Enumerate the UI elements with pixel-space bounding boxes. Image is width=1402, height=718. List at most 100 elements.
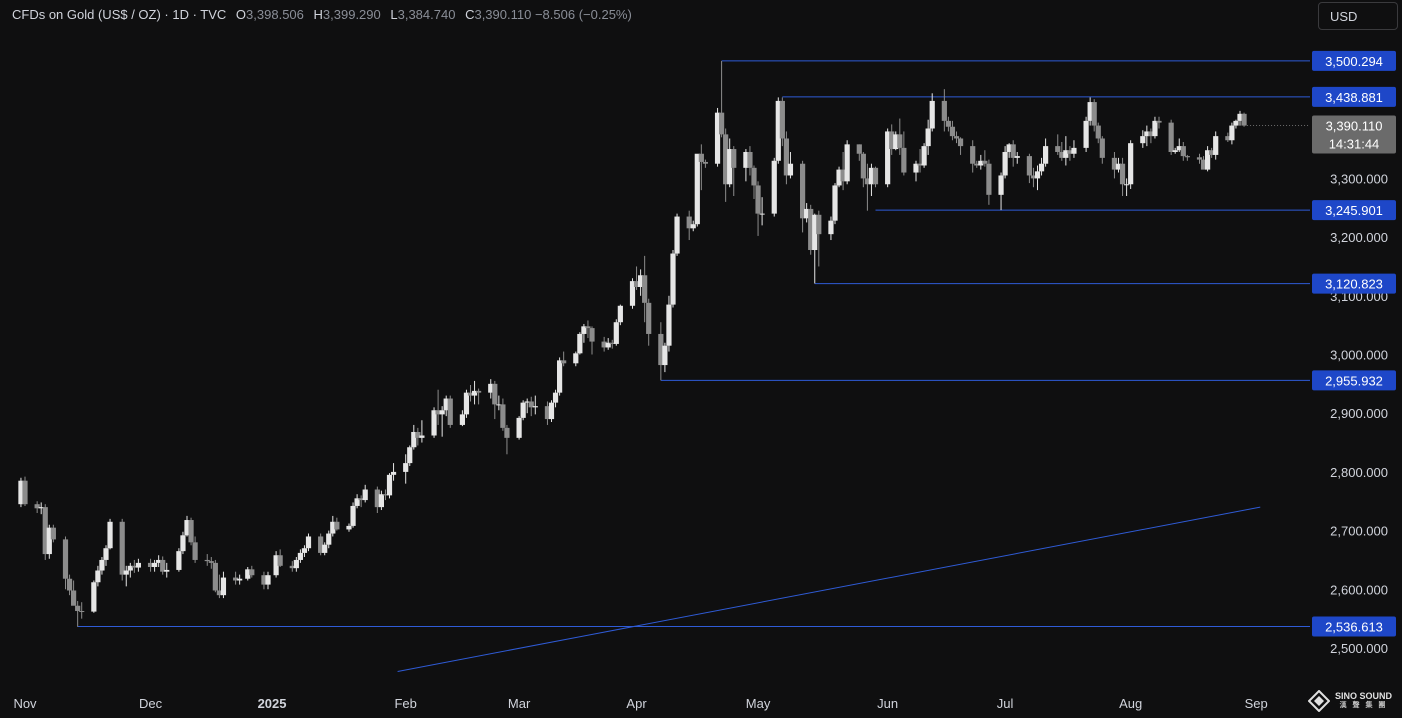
- candle-body: [216, 590, 222, 596]
- y-tick-label: 3,300.000: [1330, 171, 1388, 186]
- candle-body: [1055, 146, 1061, 152]
- candle-body: [1087, 102, 1093, 121]
- candle-body: [293, 559, 299, 569]
- candle-body: [970, 146, 976, 164]
- candle-body: [638, 275, 644, 287]
- candle-body: [528, 401, 534, 408]
- level-badge-label: 3,438.881: [1325, 90, 1383, 105]
- currency-button[interactable]: USD: [1318, 2, 1398, 30]
- candle-body: [496, 404, 502, 406]
- candle-body: [1091, 102, 1097, 126]
- candle-body: [50, 527, 56, 540]
- candle-body: [577, 333, 583, 354]
- close-value: 3,390.110: [474, 7, 532, 22]
- candle-body: [868, 167, 875, 185]
- candle-body: [755, 185, 761, 214]
- candle-body: [390, 471, 397, 475]
- candle-body: [265, 575, 271, 585]
- level-badge: [1312, 86, 1396, 107]
- candle-body: [1043, 146, 1049, 164]
- candle-body: [1115, 163, 1122, 170]
- candle-body: [1140, 136, 1146, 144]
- candle-body: [1095, 125, 1101, 139]
- candle-body: [135, 562, 141, 568]
- candle-body: [723, 134, 729, 185]
- candle-body: [1026, 156, 1032, 176]
- candle-body: [727, 149, 733, 185]
- candle-body: [358, 498, 364, 501]
- open-value: 3,398.506: [246, 7, 304, 22]
- candle-body: [1067, 150, 1073, 154]
- candle-body: [119, 521, 125, 575]
- candle-body: [840, 169, 846, 182]
- candle-body: [759, 213, 765, 215]
- low-label: L: [390, 7, 398, 22]
- candle-body: [180, 535, 186, 552]
- y-tick-label: 2,600.000: [1330, 582, 1388, 597]
- candle-body: [812, 214, 818, 251]
- candle-body: [127, 565, 133, 571]
- logo-mark-icon: [1307, 690, 1330, 712]
- candle-body: [885, 131, 891, 185]
- candle-body: [1128, 143, 1134, 185]
- candle-body: [500, 404, 506, 428]
- candle-body: [1209, 150, 1215, 155]
- candle-body: [872, 167, 879, 185]
- candle-body: [897, 134, 903, 148]
- candle-body: [297, 552, 303, 560]
- candle-body: [743, 151, 749, 168]
- logo-sub: 漢 聲 集 團: [1339, 702, 1388, 709]
- x-tick-label: Dec: [139, 696, 163, 711]
- candle-body: [208, 561, 214, 563]
- candle-body: [524, 401, 530, 403]
- candle-body: [1233, 120, 1239, 126]
- candle-body: [646, 302, 652, 334]
- candle-body: [856, 144, 862, 154]
- candle-body: [95, 570, 101, 583]
- candle-body: [532, 406, 538, 408]
- candle-body: [107, 521, 113, 549]
- candle-body: [516, 417, 522, 438]
- candle-body: [1200, 159, 1207, 170]
- candle-body: [212, 562, 218, 591]
- candle-body: [354, 498, 360, 506]
- candle-body: [245, 569, 251, 579]
- level-badge-label: 2,955.932: [1325, 373, 1383, 388]
- candle-body: [42, 507, 48, 555]
- candle-body: [893, 134, 899, 150]
- candle-body: [804, 208, 810, 219]
- low-value: 3,384.740: [397, 7, 456, 22]
- candle-body: [658, 333, 664, 366]
- candle-body: [1030, 175, 1037, 179]
- candle-body: [443, 398, 449, 411]
- candle-body: [103, 548, 109, 560]
- y-tick-label: 2,500.000: [1330, 641, 1388, 656]
- candle-body: [188, 520, 194, 543]
- candle-body: [998, 175, 1004, 195]
- candle-body: [322, 544, 328, 553]
- candle-body: [330, 521, 336, 534]
- candle-body: [403, 463, 409, 472]
- candle-body: [435, 410, 441, 415]
- y-tick-label: 3,000.000: [1330, 348, 1388, 363]
- candle-body: [75, 605, 81, 612]
- candle-body: [617, 305, 623, 323]
- level-badge-label: 3,120.823: [1325, 277, 1383, 292]
- candle-body: [783, 138, 789, 176]
- candle-body: [864, 178, 870, 185]
- candle-body: [581, 326, 587, 334]
- candle-body: [889, 131, 895, 150]
- candle-body: [816, 214, 822, 235]
- candle-body: [66, 578, 73, 591]
- candle-body: [289, 565, 295, 569]
- level-badge: [1312, 200, 1396, 221]
- candle-body: [220, 577, 227, 596]
- candle-body: [561, 360, 567, 364]
- change-value: −8.506 (−0.25%): [534, 7, 632, 22]
- candle-body: [386, 474, 393, 496]
- candle-body: [374, 489, 380, 508]
- candle-body: [613, 322, 619, 344]
- high-label: H: [313, 7, 323, 22]
- candle-body: [1213, 136, 1219, 155]
